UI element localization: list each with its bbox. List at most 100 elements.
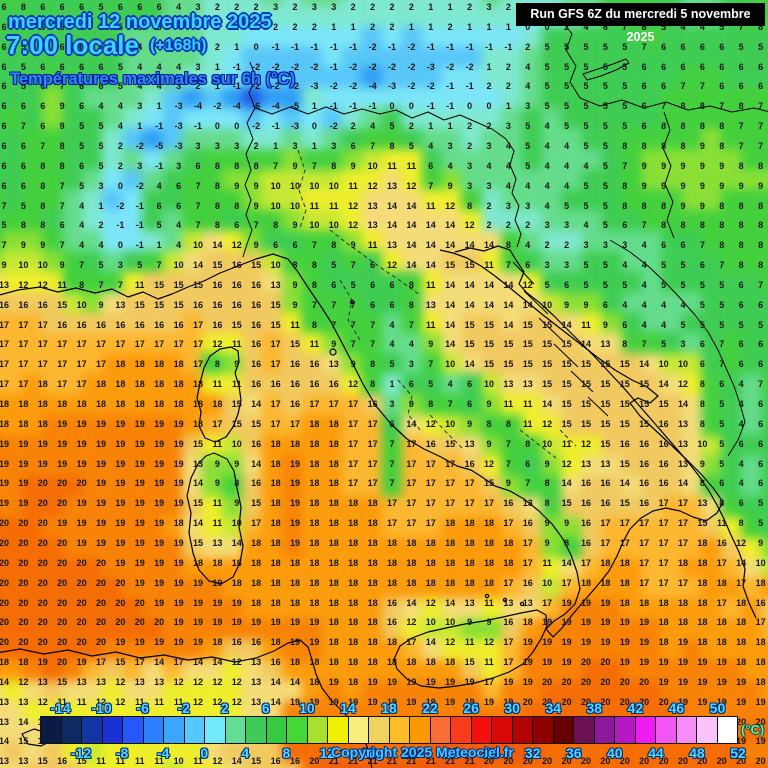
heat-cell xyxy=(361,148,382,170)
heat-cell xyxy=(481,108,502,129)
scale-cell xyxy=(512,717,533,743)
heat-cell xyxy=(741,169,762,190)
heat-cell xyxy=(621,189,642,211)
heat-cell xyxy=(701,169,722,190)
heat-cell xyxy=(661,46,682,68)
scale-label: -14 xyxy=(50,700,71,716)
heat-cell xyxy=(301,230,322,252)
scale-label: 52 xyxy=(730,745,746,761)
heat-cell xyxy=(581,108,602,129)
heat-cell xyxy=(281,46,302,68)
heat-cell xyxy=(22,148,43,170)
heat-cell xyxy=(242,46,262,68)
heat-cell xyxy=(721,67,742,88)
heat-cell xyxy=(261,271,282,292)
heat-cell xyxy=(461,148,482,170)
heat-cell xyxy=(222,169,243,190)
heat-cell xyxy=(162,0,183,6)
heat-cell xyxy=(22,87,43,109)
heat-cell xyxy=(82,189,103,211)
heat-cell xyxy=(142,189,163,211)
heat-cell xyxy=(581,26,602,47)
heat-cell xyxy=(721,148,742,170)
heat-cell xyxy=(421,251,442,272)
heat-cell xyxy=(42,5,63,27)
heat-cell xyxy=(361,230,382,252)
heat-cell xyxy=(321,210,342,231)
heat-cell xyxy=(481,87,502,109)
heat-cell xyxy=(521,67,542,88)
heat-cell xyxy=(661,189,682,211)
heat-cell xyxy=(401,87,422,109)
heat-cell xyxy=(741,67,762,88)
heat-cell xyxy=(381,5,402,27)
heat-cell xyxy=(401,148,422,170)
heat-cell xyxy=(521,128,542,149)
heat-cell xyxy=(42,87,63,109)
heat-cell xyxy=(122,169,143,190)
heat-cell xyxy=(42,26,63,47)
heat-cell xyxy=(741,148,762,170)
heat-cell xyxy=(521,251,542,272)
heat-cell xyxy=(242,271,262,292)
scale-cell xyxy=(553,717,574,743)
heat-cell xyxy=(2,169,23,190)
heat-cell xyxy=(222,189,243,211)
heat-cell xyxy=(321,169,342,190)
heat-cell xyxy=(261,5,282,27)
heat-cell xyxy=(162,5,183,27)
heat-cell xyxy=(481,26,502,47)
heat-cell xyxy=(2,108,23,129)
heat-cell xyxy=(341,169,362,190)
heat-cell xyxy=(381,128,402,149)
heat-cell xyxy=(281,0,302,6)
heat-cell xyxy=(301,148,322,170)
heat-cell xyxy=(202,26,223,47)
scale-label: -6 xyxy=(136,700,149,716)
heat-cell xyxy=(242,26,262,47)
heat-cell xyxy=(202,169,223,190)
heat-cell xyxy=(82,108,103,129)
heat-cell xyxy=(581,189,602,211)
heat-cell xyxy=(102,108,123,129)
heat-cell xyxy=(62,230,83,252)
heat-cell xyxy=(42,128,63,149)
heat-cell xyxy=(22,0,43,6)
heat-cell xyxy=(441,271,462,292)
heat-cell xyxy=(142,128,163,149)
heat-cell xyxy=(102,87,123,109)
heat-cell xyxy=(741,0,762,6)
heat-cell xyxy=(501,0,522,6)
heat-cell xyxy=(381,67,402,88)
heat-cell xyxy=(341,148,362,170)
scale-cell xyxy=(615,717,636,743)
heat-cell xyxy=(62,210,83,231)
heat-cell xyxy=(381,148,402,170)
heat-cell xyxy=(261,169,282,190)
map-local-time: 7:00 locale xyxy=(6,30,139,60)
heat-cell xyxy=(681,67,702,88)
heat-cell xyxy=(242,210,262,231)
heat-cell xyxy=(122,128,143,149)
heat-cell xyxy=(222,5,243,27)
heat-cell xyxy=(42,189,63,211)
heat-cell xyxy=(261,26,282,47)
heat-cell xyxy=(441,169,462,190)
heat-cell xyxy=(381,108,402,129)
scale-cell xyxy=(328,717,349,743)
heat-cell xyxy=(661,87,682,109)
heat-cell xyxy=(42,108,63,129)
heat-cell xyxy=(42,148,63,170)
heat-cell xyxy=(641,0,662,6)
heat-cell xyxy=(361,5,382,27)
heat-cell xyxy=(521,148,542,170)
heat-cell xyxy=(421,67,442,88)
scale-cell xyxy=(61,717,82,743)
heat-cell xyxy=(541,46,562,68)
heat-cell xyxy=(641,148,662,170)
temp-value: 19 xyxy=(755,696,766,707)
scale-label: 44 xyxy=(648,745,664,761)
heat-cell xyxy=(82,251,103,272)
temperature-color-scale xyxy=(40,716,738,744)
